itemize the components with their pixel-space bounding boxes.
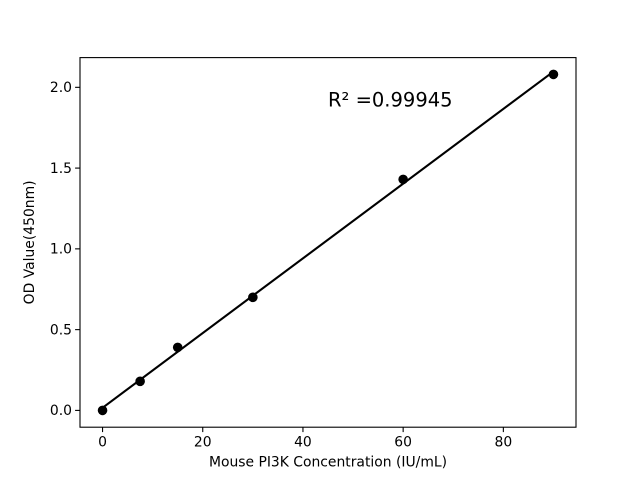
y-tick-label: 2.0	[50, 80, 72, 96]
y-tick-label: 1.0	[50, 242, 72, 258]
fit-line	[101, 70, 555, 409]
x-tick-label: 60	[394, 435, 412, 451]
data-point	[97, 405, 108, 416]
x-axis-label: Mouse PI3K Concentration (IU/mL)	[209, 455, 447, 471]
data-point	[398, 174, 408, 185]
plot-border	[79, 57, 577, 428]
data-point	[248, 292, 258, 303]
data-point	[548, 69, 559, 80]
r-squared-annotation: R² =0.99945	[328, 89, 453, 112]
x-tick-label: 80	[495, 435, 513, 451]
x-tick-label: 40	[294, 435, 312, 451]
y-tick-label: 0.5	[50, 322, 72, 338]
y-axis-label: OD Value(450nm)	[22, 180, 38, 304]
x-tick-label: 0	[98, 435, 107, 451]
data-point	[135, 376, 145, 387]
data-point	[172, 342, 183, 353]
y-tick-label: 0.0	[50, 403, 72, 419]
y-tick-label: 1.5	[50, 161, 72, 177]
x-tick-label: 20	[194, 435, 212, 451]
